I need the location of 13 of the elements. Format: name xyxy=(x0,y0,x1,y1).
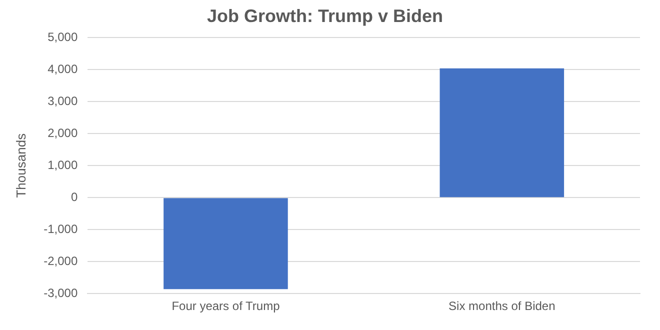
y-tick-label: 5,000 xyxy=(48,30,78,44)
y-tick-label: 3,000 xyxy=(48,94,78,108)
y-tick-label: 2,000 xyxy=(48,126,78,140)
y-tick-label: -2,000 xyxy=(44,254,78,268)
y-tick-label: -3,000 xyxy=(44,286,78,300)
x-tick-label: Six months of Biden xyxy=(448,299,556,314)
y-tick-label: 1,000 xyxy=(48,158,78,172)
chart-title: Job Growth: Trump v Biden xyxy=(206,6,444,26)
y-tick-label: 4,000 xyxy=(48,62,78,76)
x-tick-label: Four years of Trump xyxy=(172,299,280,314)
y-axis-title: Thousands xyxy=(13,132,28,198)
y-tick-label: 0 xyxy=(70,190,78,204)
y-tick-label: -1,000 xyxy=(44,222,78,236)
